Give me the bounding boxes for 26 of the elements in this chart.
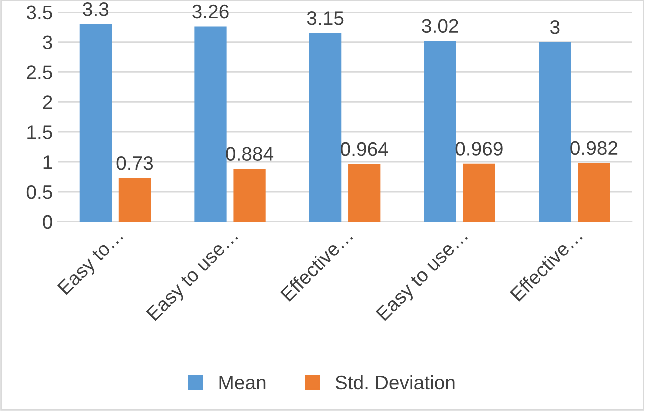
- bar: [578, 163, 610, 222]
- bar: [463, 164, 496, 222]
- bar: [118, 178, 152, 222]
- y-tick-label: 2: [43, 96, 52, 110]
- y-tick-label: 3: [43, 36, 52, 50]
- y-tick-label: 3.5: [26, 6, 52, 20]
- y-tick-label: 0.5: [26, 185, 52, 200]
- bar: [539, 42, 572, 222]
- y-tick-label: 1: [44, 156, 52, 170]
- bar: [194, 26, 227, 222]
- legend-label: Mean: [220, 376, 266, 390]
- data-label: 0.73: [116, 156, 154, 170]
- data-label: 3: [550, 20, 560, 34]
- y-tick-label: 2.5: [27, 66, 52, 80]
- bar: [234, 169, 266, 222]
- bar: [309, 33, 342, 222]
- legend-label: Std. Deviation: [336, 375, 455, 390]
- data-label: 3.3: [83, 2, 109, 16]
- y-tick-label: 1.5: [28, 126, 52, 140]
- bar: [80, 24, 112, 222]
- data-label: 3.15: [307, 12, 344, 26]
- y-tick-label: 0: [43, 215, 52, 230]
- data-label: 3.02: [422, 19, 458, 34]
- data-label: 3.26: [192, 4, 229, 19]
- bar: [348, 164, 381, 222]
- bar: [424, 41, 456, 222]
